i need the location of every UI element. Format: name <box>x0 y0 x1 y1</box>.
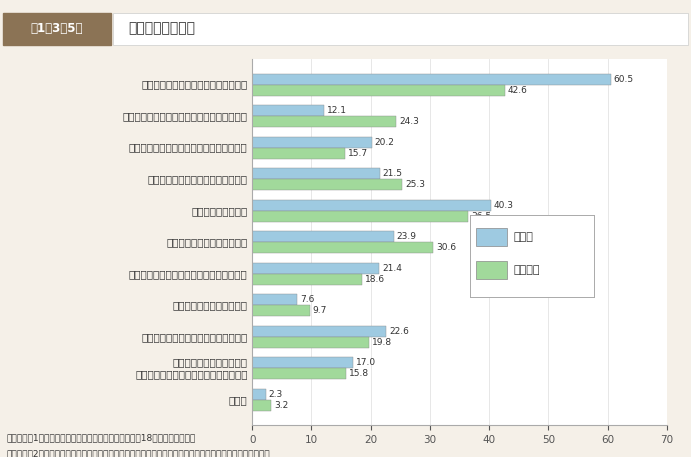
Text: コース受講や資格取得の効果が定かでない: コース受講や資格取得の効果が定かでない <box>129 269 247 279</box>
Text: 15.8: 15.8 <box>349 369 369 378</box>
Text: 2．自己啓発に問題があると回答した労働者に対して，自己啓発の問題点を聞いた（複数回答）。: 2．自己啓発に問題があると回答した労働者に対して，自己啓発の問題点を聞いた（複数… <box>7 449 271 457</box>
Bar <box>252 105 324 116</box>
Bar <box>252 274 362 285</box>
Text: 25.3: 25.3 <box>405 180 425 189</box>
Text: やるべきことがわからない: やるべきことがわからない <box>173 300 247 310</box>
Bar <box>252 357 353 368</box>
Bar <box>252 326 386 337</box>
Text: 休暇取得・早退等が会社の都合でできない: 休暇取得・早退等が会社の都合でできない <box>129 143 247 153</box>
Text: 12.1: 12.1 <box>327 106 347 115</box>
Text: 3.2: 3.2 <box>274 401 288 410</box>
Bar <box>252 305 310 316</box>
FancyBboxPatch shape <box>3 13 111 45</box>
Text: 30.6: 30.6 <box>437 243 457 252</box>
Bar <box>252 242 433 253</box>
Bar <box>252 168 379 179</box>
Text: 36.5: 36.5 <box>471 212 491 221</box>
Bar <box>252 368 346 379</box>
Bar <box>252 137 372 148</box>
Bar <box>252 200 491 211</box>
Text: 42.6: 42.6 <box>507 85 527 95</box>
Text: 15.7: 15.7 <box>348 149 368 158</box>
Bar <box>476 261 507 279</box>
FancyBboxPatch shape <box>113 13 688 45</box>
Bar <box>252 211 468 222</box>
Bar <box>252 294 297 305</box>
Text: 23.9: 23.9 <box>397 232 417 241</box>
Text: 19.8: 19.8 <box>372 338 392 347</box>
Text: 自己啓発の結果が社内で評価されない: 自己啓発の結果が社内で評価されない <box>142 332 247 342</box>
Text: 仕事が忙しくて自己啓発の余裕がない: 仕事が忙しくて自己啓発の余裕がない <box>142 80 247 90</box>
Text: 21.5: 21.5 <box>383 169 403 178</box>
Text: 22.6: 22.6 <box>389 327 409 336</box>
Text: どのようなコースが自分の
目指すキャリアに適切なのかわからない: どのようなコースが自分の 目指すキャリアに適切なのかわからない <box>135 357 247 379</box>
Text: 21.4: 21.4 <box>382 264 401 273</box>
Text: 費用がかかりすぎる: 費用がかかりすぎる <box>191 206 247 216</box>
Bar <box>476 228 507 246</box>
Text: セミナー等の情報が得にくい: セミナー等の情報が得にくい <box>167 237 247 247</box>
Bar <box>252 85 504 96</box>
Text: 18.6: 18.6 <box>366 275 386 284</box>
Text: 60.5: 60.5 <box>614 74 634 84</box>
Text: その他: その他 <box>229 395 247 405</box>
Text: 家事・育児が忙しくて自己啓発の余裕がない: 家事・育児が忙しくて自己啓発の余裕がない <box>122 111 247 121</box>
Bar <box>252 263 379 274</box>
Text: 20.2: 20.2 <box>375 138 395 147</box>
Bar <box>252 148 346 159</box>
Text: 正社員: 正社員 <box>513 232 533 242</box>
Bar <box>252 116 396 127</box>
Text: 40.3: 40.3 <box>494 201 514 210</box>
Bar <box>252 179 402 190</box>
Bar <box>252 231 394 242</box>
Text: 24.3: 24.3 <box>399 117 419 126</box>
Bar <box>252 74 611 85</box>
Text: 第1－3－5図: 第1－3－5図 <box>30 22 83 35</box>
Text: 自己啓発の問題点: 自己啓発の問題点 <box>128 21 195 36</box>
Text: 2.3: 2.3 <box>269 390 283 399</box>
Bar <box>252 400 271 411</box>
Text: 非正社員: 非正社員 <box>513 265 540 275</box>
Bar <box>252 337 370 348</box>
Text: 17.0: 17.0 <box>356 358 376 367</box>
Text: 9.7: 9.7 <box>312 306 327 315</box>
Text: 7.6: 7.6 <box>300 295 314 304</box>
Bar <box>252 389 266 400</box>
Text: （備考）　1．厚生労働者「能力開発基本調査」（平成18年度）より作成。: （備考） 1．厚生労働者「能力開発基本調査」（平成18年度）より作成。 <box>7 433 196 442</box>
Text: 適当な教育訓練機関が見つからない: 適当な教育訓練機関が見つからない <box>148 174 247 184</box>
